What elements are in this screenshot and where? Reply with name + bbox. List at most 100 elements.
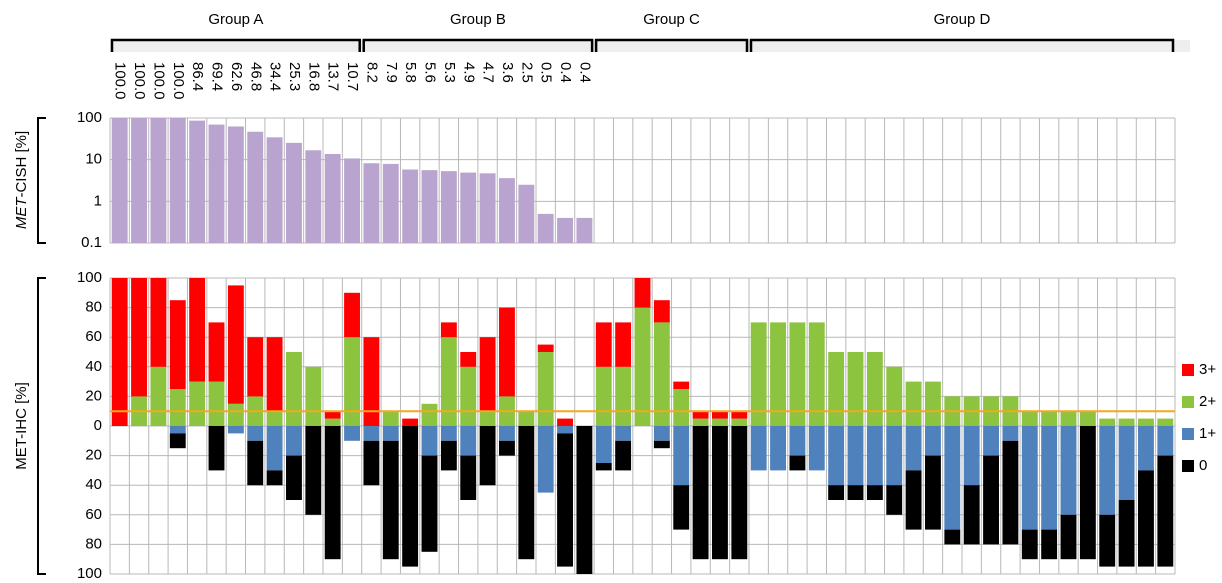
bar-segment — [595, 366, 612, 426]
y-tick-label: 20 — [85, 387, 102, 404]
bar-segment — [731, 426, 748, 560]
value-label: 7.9 — [383, 62, 400, 83]
bar-segment — [615, 366, 632, 426]
value-label: 3.6 — [499, 62, 516, 83]
bar-segment — [537, 426, 554, 493]
bar-segment — [712, 426, 728, 560]
legend-swatch — [1182, 428, 1194, 440]
group-bracket — [362, 38, 594, 52]
y-tick-label: 1 — [94, 192, 102, 209]
bar-segment — [1157, 418, 1174, 426]
bar-segment — [944, 529, 961, 545]
bar — [479, 173, 496, 243]
bar-segment — [789, 455, 806, 471]
bar-segment — [537, 352, 554, 426]
bar-segment — [1118, 418, 1135, 426]
bar-segment — [1060, 426, 1077, 515]
bar — [227, 126, 244, 243]
bar — [557, 217, 573, 243]
bar-segment — [615, 426, 632, 441]
legend-swatch — [1182, 460, 1194, 472]
bar-segment — [344, 337, 360, 426]
bar — [518, 184, 535, 243]
bar-segment — [305, 426, 322, 515]
bar — [537, 213, 554, 243]
bar-segment — [576, 426, 593, 574]
bar-segment — [1138, 418, 1154, 426]
value-label: 0.4 — [557, 62, 574, 83]
y-tick-label: 40 — [85, 358, 102, 375]
group-label: Group B — [450, 11, 506, 28]
bar-segment — [440, 337, 457, 426]
bar-segment — [712, 418, 728, 426]
bar-segment — [847, 485, 864, 500]
bar — [111, 118, 128, 243]
y-label-italic: MET — [13, 196, 30, 230]
bar-segment — [673, 381, 690, 389]
bar-segment — [615, 440, 632, 471]
bar-segment — [382, 411, 399, 426]
bar-segment — [208, 426, 225, 471]
y-tick-label: 80 — [85, 535, 102, 552]
bar-segment — [363, 337, 380, 426]
bar — [189, 120, 206, 243]
bar-segment — [886, 426, 903, 486]
bar-segment — [789, 322, 806, 426]
bar-segment — [944, 426, 961, 530]
bar-segment — [653, 426, 670, 441]
bar-segment — [925, 381, 941, 426]
y-axis-label: MET-CISH [%] — [13, 131, 30, 229]
legend-swatch — [1182, 396, 1194, 408]
group-bracket — [749, 38, 1175, 52]
bar — [305, 150, 322, 243]
bar-segment — [731, 418, 748, 426]
bar-segment — [266, 411, 283, 426]
bar-segment — [653, 440, 670, 449]
bar — [499, 178, 515, 243]
bar-segment — [905, 381, 922, 426]
y-tick-label: 60 — [85, 506, 102, 523]
bar-segment — [499, 426, 515, 441]
bar-segment — [266, 426, 283, 471]
value-label: 100.0 — [170, 62, 187, 100]
value-label: 16.8 — [305, 62, 322, 91]
bar-segment — [847, 352, 864, 426]
bar-segment — [673, 426, 690, 486]
group-bracket — [594, 38, 749, 52]
bar-segment — [286, 455, 302, 500]
bar-segment — [925, 426, 941, 456]
bar-segment — [440, 440, 457, 471]
bar-segment — [189, 381, 206, 426]
bar-segment — [712, 411, 728, 419]
bar-segment — [460, 352, 477, 367]
bar-segment — [1138, 426, 1154, 471]
bar-segment — [460, 366, 477, 426]
bar-segment — [983, 426, 999, 456]
y-tick-label: 0 — [94, 417, 102, 434]
bar-segment — [692, 411, 709, 419]
bar-segment — [363, 440, 380, 486]
bar-segment — [1041, 426, 1058, 530]
bar-segment — [1118, 426, 1135, 500]
bar-segment — [770, 322, 786, 426]
group-label: Group C — [643, 11, 700, 28]
bar-segment — [983, 455, 999, 545]
bar-segment — [1079, 411, 1096, 426]
value-label: 100.0 — [112, 62, 129, 100]
bar-segment — [421, 426, 438, 456]
bar-segment — [1002, 426, 1019, 441]
bar-segment — [963, 485, 980, 545]
bar-segment — [595, 426, 612, 463]
value-label: 8.2 — [363, 62, 380, 83]
bar-segment — [634, 307, 651, 426]
bar — [150, 118, 167, 243]
bar-segment — [750, 322, 767, 426]
bar-segment — [1060, 514, 1077, 560]
y-tick-label: 100 — [77, 109, 102, 126]
value-label: 5.3 — [441, 62, 458, 83]
bar-segment — [150, 278, 167, 367]
bar-segment — [886, 366, 903, 426]
bar-segment — [828, 352, 845, 426]
bar-segment — [227, 285, 244, 404]
